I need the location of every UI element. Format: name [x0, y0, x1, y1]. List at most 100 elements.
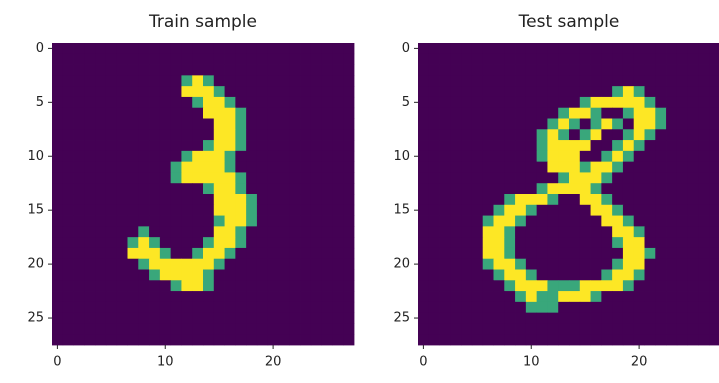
pixel [149, 43, 160, 54]
pixel [63, 226, 74, 237]
pixel [504, 323, 515, 334]
pixel [322, 194, 333, 205]
pixel [558, 226, 569, 237]
pixel [225, 270, 236, 281]
pixel [591, 291, 602, 302]
pixel [171, 151, 182, 162]
pixel [246, 205, 257, 216]
pixel [504, 75, 515, 86]
pixel [526, 323, 537, 334]
pixel [623, 75, 634, 86]
pixel [322, 291, 333, 302]
pixel [268, 194, 279, 205]
pixel [257, 270, 268, 281]
pixel [95, 65, 106, 76]
pixel [429, 43, 440, 54]
pixel [601, 216, 612, 227]
pixel [483, 119, 494, 130]
pixel [601, 162, 612, 173]
pixel [332, 323, 343, 334]
pixel [128, 54, 139, 65]
pixel [547, 334, 558, 345]
pixel [688, 129, 699, 140]
pixel [429, 65, 440, 76]
pixel [645, 183, 656, 194]
pixel [160, 248, 171, 259]
pixel [225, 323, 236, 334]
pixel [558, 237, 569, 248]
pixel [117, 237, 128, 248]
pixel [138, 129, 149, 140]
pixel [246, 172, 257, 183]
pixel [149, 334, 160, 345]
pixel [311, 172, 322, 183]
pixel [569, 259, 580, 270]
pixel [504, 302, 515, 313]
pixel [418, 86, 429, 97]
pixel [418, 151, 429, 162]
pixel [634, 334, 645, 345]
pixel [461, 323, 472, 334]
pixel [537, 172, 548, 183]
pixel [494, 237, 505, 248]
pixel [688, 140, 699, 151]
pixel [311, 108, 322, 119]
pixel [343, 313, 354, 324]
pixel [634, 216, 645, 227]
pixel [537, 248, 548, 259]
pixel [472, 259, 483, 270]
pixel [569, 216, 580, 227]
pixel [547, 54, 558, 65]
pixel [138, 194, 149, 205]
pixel [515, 259, 526, 270]
pixel [128, 129, 139, 140]
pixel [138, 313, 149, 324]
pixel [623, 43, 634, 54]
pixel [483, 237, 494, 248]
pixel [623, 129, 634, 140]
pixel [311, 216, 322, 227]
pixel [138, 280, 149, 291]
pixel [300, 172, 311, 183]
pixel [332, 270, 343, 281]
pixel [117, 86, 128, 97]
pixel [601, 313, 612, 324]
pixel [128, 140, 139, 151]
pixel [268, 334, 279, 345]
pixel [515, 172, 526, 183]
pixel [171, 43, 182, 54]
pixel [138, 237, 149, 248]
pixel [580, 140, 591, 151]
pixel [225, 140, 236, 151]
pixel [63, 194, 74, 205]
pixel [688, 216, 699, 227]
pixel [601, 291, 612, 302]
pixel [63, 86, 74, 97]
pixel [117, 291, 128, 302]
pixel [279, 119, 290, 130]
pixel [106, 237, 117, 248]
pixel [181, 65, 192, 76]
pixel [268, 119, 279, 130]
pixel [117, 162, 128, 173]
pixel [268, 280, 279, 291]
pixel [279, 302, 290, 313]
pixel [257, 323, 268, 334]
pixel [257, 248, 268, 259]
pixel [526, 54, 537, 65]
pixel [418, 194, 429, 205]
pixel [95, 216, 106, 227]
pixel [440, 302, 451, 313]
pixel [235, 162, 246, 173]
pixel [192, 248, 203, 259]
pixel [515, 323, 526, 334]
pixel [666, 237, 677, 248]
pixel [580, 216, 591, 227]
pixel [257, 237, 268, 248]
pixel [450, 205, 461, 216]
pixel [117, 270, 128, 281]
pixel [709, 108, 719, 119]
pixel [547, 313, 558, 324]
pixel [569, 205, 580, 216]
pixel [698, 172, 709, 183]
